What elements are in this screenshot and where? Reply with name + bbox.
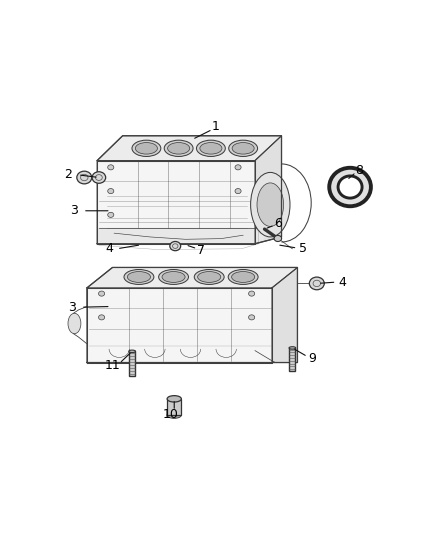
Ellipse shape xyxy=(108,189,114,193)
Ellipse shape xyxy=(257,183,283,227)
FancyBboxPatch shape xyxy=(167,399,181,415)
Ellipse shape xyxy=(274,236,282,241)
Polygon shape xyxy=(97,160,255,244)
Ellipse shape xyxy=(108,212,114,217)
Ellipse shape xyxy=(164,140,193,157)
Ellipse shape xyxy=(329,168,371,206)
Text: 10: 10 xyxy=(163,408,179,421)
Polygon shape xyxy=(87,288,272,362)
Ellipse shape xyxy=(194,270,224,285)
Ellipse shape xyxy=(232,142,254,154)
Text: 4: 4 xyxy=(339,276,346,288)
Ellipse shape xyxy=(129,350,135,352)
Text: 5: 5 xyxy=(299,241,307,255)
Polygon shape xyxy=(99,229,265,244)
Ellipse shape xyxy=(168,142,190,154)
Text: 9: 9 xyxy=(308,352,316,365)
Ellipse shape xyxy=(108,165,114,170)
FancyBboxPatch shape xyxy=(129,351,135,376)
Ellipse shape xyxy=(235,165,241,170)
Ellipse shape xyxy=(162,271,185,282)
Ellipse shape xyxy=(229,140,258,157)
Polygon shape xyxy=(255,136,282,244)
Ellipse shape xyxy=(249,291,254,296)
Text: 3: 3 xyxy=(71,204,78,217)
Ellipse shape xyxy=(124,270,154,285)
Ellipse shape xyxy=(197,140,225,157)
Text: 1: 1 xyxy=(212,120,220,133)
Ellipse shape xyxy=(127,271,151,282)
FancyBboxPatch shape xyxy=(290,348,295,371)
Ellipse shape xyxy=(198,271,221,282)
Text: 4: 4 xyxy=(105,243,113,255)
Ellipse shape xyxy=(68,313,81,334)
Ellipse shape xyxy=(235,189,241,193)
Polygon shape xyxy=(272,268,297,362)
Polygon shape xyxy=(87,268,297,288)
Ellipse shape xyxy=(167,395,181,402)
Ellipse shape xyxy=(200,142,222,154)
Text: 7: 7 xyxy=(197,244,205,257)
Ellipse shape xyxy=(338,176,362,198)
Ellipse shape xyxy=(99,291,105,296)
Ellipse shape xyxy=(99,315,105,320)
Ellipse shape xyxy=(135,142,157,154)
Text: 8: 8 xyxy=(356,164,364,176)
Ellipse shape xyxy=(77,171,92,184)
Text: 11: 11 xyxy=(105,359,120,373)
Polygon shape xyxy=(97,136,282,160)
Ellipse shape xyxy=(249,315,254,320)
Ellipse shape xyxy=(167,412,181,418)
Ellipse shape xyxy=(232,271,254,282)
Ellipse shape xyxy=(228,270,258,285)
Ellipse shape xyxy=(132,140,161,157)
Ellipse shape xyxy=(309,277,324,290)
Text: 6: 6 xyxy=(274,217,282,230)
Ellipse shape xyxy=(251,172,290,237)
Ellipse shape xyxy=(92,172,106,183)
Ellipse shape xyxy=(159,270,188,285)
Text: 2: 2 xyxy=(64,168,71,181)
Ellipse shape xyxy=(170,241,181,251)
Ellipse shape xyxy=(289,346,296,349)
Text: 3: 3 xyxy=(68,301,76,314)
